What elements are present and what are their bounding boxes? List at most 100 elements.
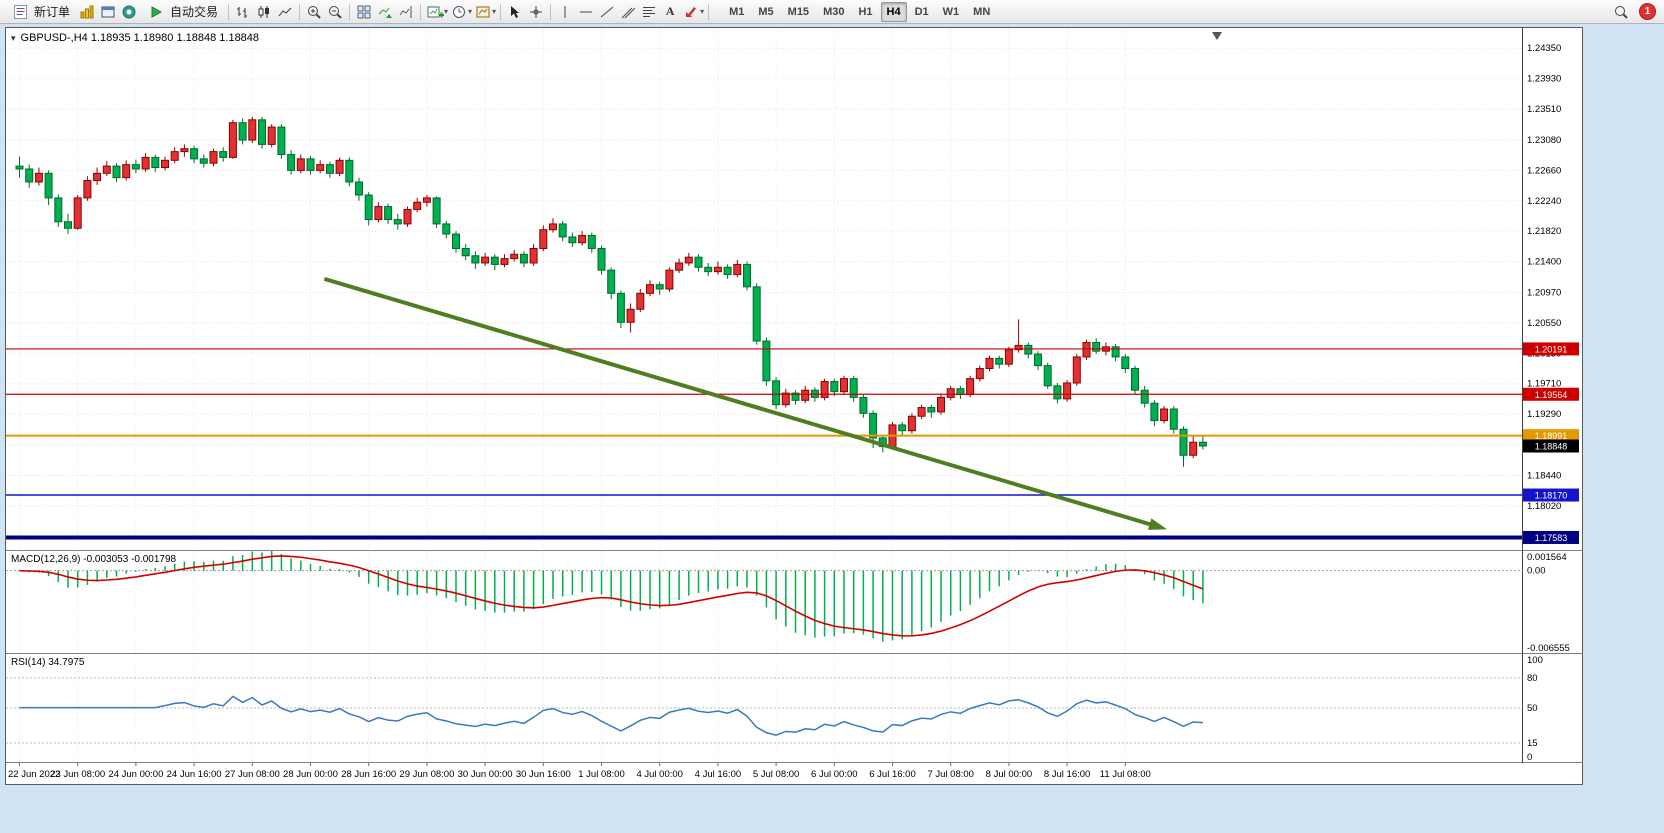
axis-label: 1.18020 xyxy=(1527,501,1561,512)
timeframe-H4[interactable]: H4 xyxy=(880,1,907,22)
autotrading-button[interactable]: 自动交易 xyxy=(140,1,224,23)
macd-pane[interactable] xyxy=(6,551,1522,642)
candle-body xyxy=(1043,365,1052,387)
axis-label: 30 Jun 16:00 xyxy=(516,769,571,780)
new-order-button[interactable]: 新订单 xyxy=(4,1,76,23)
price-tag xyxy=(1523,530,1579,544)
period-clock-icon[interactable] xyxy=(449,2,469,22)
chart-shift-icon[interactable] xyxy=(396,2,416,22)
data-window-icon[interactable] xyxy=(98,2,118,22)
candle-body xyxy=(704,266,713,273)
bar-chart-type-icon[interactable] xyxy=(233,2,253,22)
candle-body xyxy=(713,266,722,273)
trendline-tool-icon[interactable] xyxy=(597,2,617,22)
axis-label: 8 Jul 16:00 xyxy=(1044,769,1090,780)
candle-body xyxy=(1092,341,1101,352)
candle-body xyxy=(335,159,344,174)
candlesticks[interactable] xyxy=(15,116,1207,467)
text-tool-icon[interactable]: A xyxy=(665,4,675,18)
zoom-out-icon[interactable] xyxy=(325,2,345,22)
candle-body xyxy=(801,389,810,401)
candle-body xyxy=(1179,428,1188,456)
timeframe-M15[interactable]: M15 xyxy=(787,5,810,18)
vertical-line-tool-icon[interactable] xyxy=(555,2,575,22)
axis-label: 1.19564 xyxy=(1535,390,1568,400)
candle-body xyxy=(141,156,150,170)
axis-label: 1.24350 xyxy=(1527,43,1561,54)
candle-body xyxy=(1169,408,1178,430)
dropdown-caret-icon[interactable]: ▾ xyxy=(700,7,705,16)
notification-badge[interactable]: 1 xyxy=(1639,3,1656,20)
templates-icon[interactable] xyxy=(473,2,493,22)
candlestick-chart-type-icon[interactable] xyxy=(254,2,274,22)
timeframe-D1[interactable]: D1 xyxy=(914,5,929,18)
candle-body xyxy=(1111,346,1120,358)
timeframe-H1[interactable]: H1 xyxy=(858,5,873,18)
crosshair-icon[interactable] xyxy=(526,2,546,22)
line-chart-type-icon[interactable] xyxy=(275,2,295,22)
candle-body xyxy=(529,248,538,264)
candle-body xyxy=(209,151,218,164)
horizontal-line-tool-icon[interactable] xyxy=(576,2,596,22)
rsi-line xyxy=(19,695,1203,736)
timeframe-W1[interactable]: W1 xyxy=(942,5,960,18)
candle-body xyxy=(170,151,179,161)
search-icon[interactable] xyxy=(1611,2,1631,22)
timeframe-MN[interactable]: MN xyxy=(973,5,991,18)
candle-body xyxy=(432,197,441,225)
candle-body xyxy=(34,172,43,183)
new-chart-icon[interactable] xyxy=(425,2,445,22)
cursor-icon[interactable] xyxy=(505,2,525,22)
candle-body xyxy=(966,378,975,396)
candle-body xyxy=(975,368,984,380)
arrows-tool-icon[interactable] xyxy=(681,2,701,22)
candle-body xyxy=(626,308,635,323)
candle-body xyxy=(355,181,363,196)
axis-label: 4 Jul 16:00 xyxy=(695,769,741,780)
timeframe-M5[interactable]: M5 xyxy=(758,5,774,18)
axis-label: 6 Jul 16:00 xyxy=(869,769,915,780)
dropdown-caret-icon[interactable]: ▾ xyxy=(444,7,449,16)
candle-body xyxy=(151,156,160,169)
autotrading-label: 自动交易 xyxy=(170,5,219,19)
toolbar-separator xyxy=(708,3,710,20)
candle-body xyxy=(1024,344,1033,355)
candle-body xyxy=(558,223,567,238)
zoom-in-icon[interactable] xyxy=(304,2,324,22)
candle-body xyxy=(287,154,296,171)
axis-label: 1.20191 xyxy=(1535,344,1568,354)
candle-body xyxy=(325,164,334,174)
candle-body xyxy=(568,236,577,244)
auto-scroll-icon[interactable] xyxy=(375,2,395,22)
candle-body xyxy=(898,424,907,432)
timeframe-M1[interactable]: M1 xyxy=(729,5,745,18)
one-click-trading-toggle-icon[interactable]: ▾ xyxy=(11,33,16,43)
chart-canvas[interactable]: 1.24350 1.23930 1.23510 1.23080 1.22660 1.222… xyxy=(6,28,1582,783)
candle-body xyxy=(102,165,111,174)
macd-signal-line xyxy=(19,555,1204,637)
tile-windows-icon[interactable] xyxy=(354,2,374,22)
price-axis[interactable]: 1.24350 1.23930 1.23510 1.23080 1.22660 1.222… xyxy=(1523,43,1579,544)
market-watch-icon[interactable] xyxy=(77,2,97,22)
navigator-icon[interactable] xyxy=(119,2,139,22)
candle-body xyxy=(772,380,781,406)
fibonacci-tool-icon[interactable] xyxy=(639,2,659,22)
axis-label: 0.001564 xyxy=(1527,552,1567,563)
chart-shift-marker[interactable] xyxy=(1212,32,1222,40)
candle-body xyxy=(180,148,189,153)
candle-body xyxy=(1063,382,1072,400)
horizontal-lines[interactable] xyxy=(6,348,1522,540)
candle-body xyxy=(937,396,945,413)
dropdown-caret-icon[interactable]: ▾ xyxy=(492,7,497,16)
candle-body xyxy=(655,284,664,290)
rsi-pane[interactable] xyxy=(6,677,1522,744)
trend-arrow[interactable] xyxy=(323,276,1167,530)
toolbar-separator xyxy=(299,3,301,20)
candle-body xyxy=(422,197,431,203)
candle-body xyxy=(345,159,354,183)
channel-tool-icon[interactable] xyxy=(618,2,638,22)
timeframe-M30[interactable]: M30 xyxy=(823,5,845,18)
dropdown-caret-icon[interactable]: ▾ xyxy=(468,7,473,16)
chart-background xyxy=(6,28,1582,783)
